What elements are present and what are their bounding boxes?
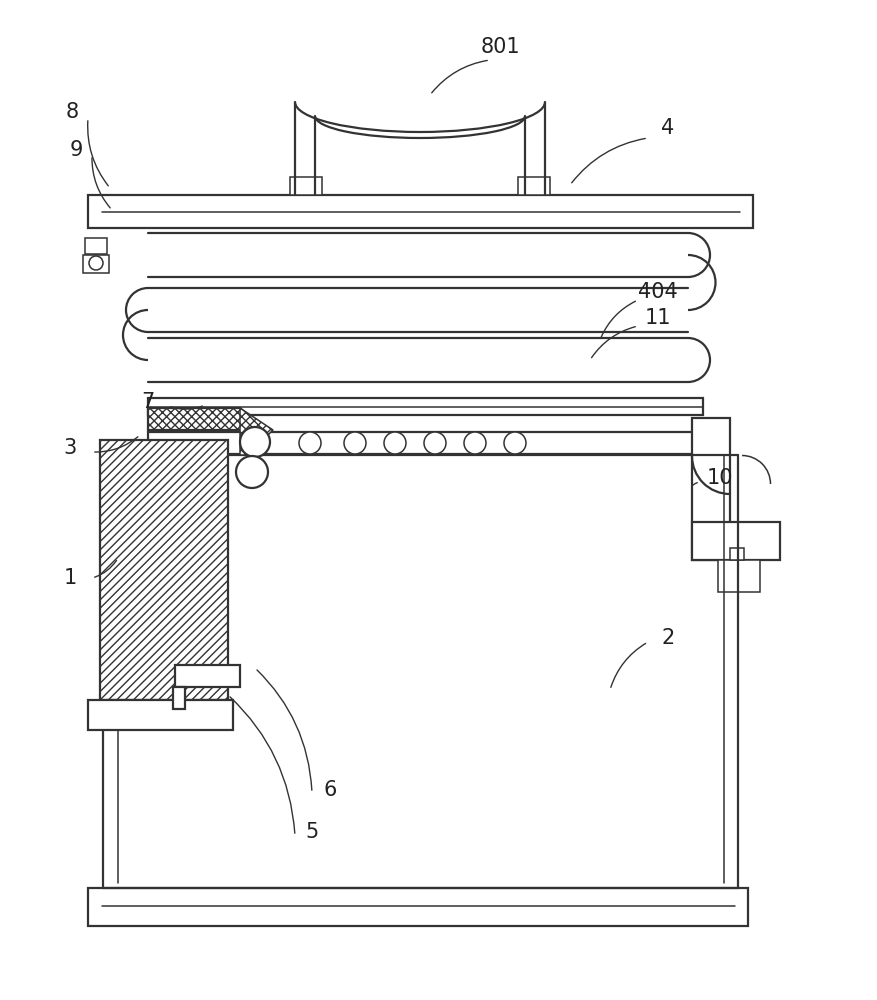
- Circle shape: [240, 427, 270, 457]
- FancyArrowPatch shape: [431, 60, 488, 93]
- Bar: [88, 888, 748, 926]
- Bar: [175, 665, 240, 687]
- Text: 11: 11: [645, 308, 671, 328]
- Circle shape: [424, 432, 446, 454]
- Circle shape: [299, 432, 321, 454]
- Text: 6: 6: [324, 780, 337, 800]
- Bar: [83, 255, 109, 273]
- FancyArrowPatch shape: [601, 301, 636, 337]
- Bar: [290, 177, 322, 195]
- Polygon shape: [240, 408, 273, 455]
- Text: 404: 404: [638, 282, 678, 302]
- Circle shape: [89, 256, 103, 270]
- Text: 9: 9: [69, 140, 82, 160]
- FancyArrowPatch shape: [692, 483, 697, 486]
- Text: 3: 3: [63, 438, 76, 458]
- Bar: [85, 238, 107, 254]
- Bar: [100, 440, 228, 700]
- Bar: [730, 548, 744, 560]
- Circle shape: [464, 432, 486, 454]
- Bar: [692, 418, 730, 560]
- Bar: [148, 398, 703, 415]
- Circle shape: [384, 432, 406, 454]
- Bar: [173, 687, 185, 709]
- Bar: [518, 177, 550, 195]
- Circle shape: [236, 456, 268, 488]
- Bar: [88, 195, 753, 228]
- Text: 1: 1: [63, 568, 76, 588]
- FancyArrowPatch shape: [592, 327, 635, 358]
- FancyArrowPatch shape: [611, 643, 645, 687]
- FancyArrowPatch shape: [171, 406, 203, 409]
- FancyArrowPatch shape: [92, 158, 111, 208]
- Text: 10: 10: [707, 468, 733, 488]
- Bar: [88, 700, 233, 730]
- Text: 5: 5: [305, 822, 318, 842]
- Text: 801: 801: [481, 37, 520, 57]
- FancyArrowPatch shape: [572, 138, 645, 183]
- Text: 8: 8: [66, 102, 79, 122]
- Bar: [148, 432, 703, 454]
- Bar: [718, 560, 760, 592]
- FancyArrowPatch shape: [95, 560, 117, 577]
- FancyArrowPatch shape: [95, 437, 138, 452]
- Bar: [692, 522, 780, 560]
- FancyArrowPatch shape: [257, 670, 312, 790]
- Text: 7: 7: [141, 392, 154, 412]
- Polygon shape: [148, 408, 263, 430]
- Text: 4: 4: [661, 118, 674, 138]
- FancyArrowPatch shape: [88, 121, 108, 186]
- Text: 2: 2: [661, 628, 674, 648]
- Circle shape: [504, 432, 526, 454]
- Circle shape: [344, 432, 366, 454]
- FancyArrowPatch shape: [230, 697, 295, 833]
